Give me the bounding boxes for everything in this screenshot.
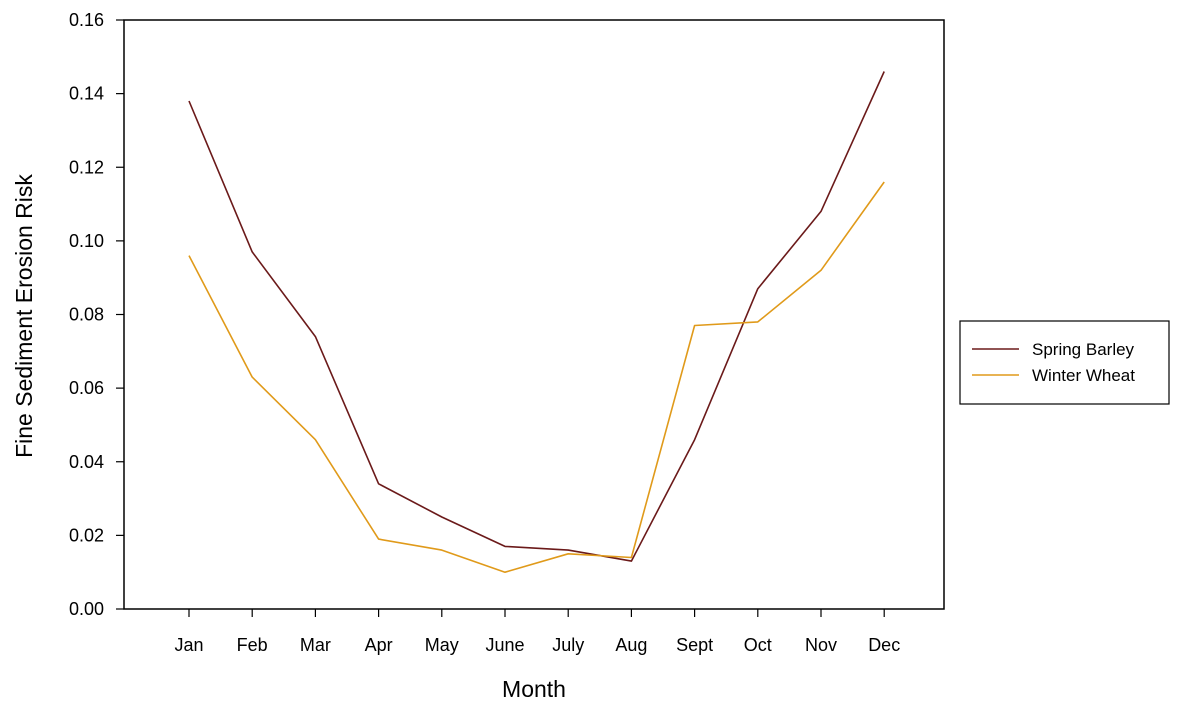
y-tick-label: 0.16 bbox=[69, 10, 104, 30]
series-lines bbox=[188, 71, 885, 574]
y-tick-label: 0.06 bbox=[69, 378, 104, 398]
y-tick-label: 0.10 bbox=[69, 231, 104, 251]
x-tick-label: Jan bbox=[174, 635, 203, 655]
x-axis: Jan Feb Mar Apr May June July Aug Sept Oct Nov Dec bbox=[174, 609, 900, 655]
x-tick-label: July bbox=[552, 635, 584, 655]
plot-frame bbox=[123, 19, 945, 610]
x-axis-title: Month bbox=[502, 676, 566, 702]
y-tick-label: 0.14 bbox=[69, 84, 104, 104]
y-tick-label: 0.00 bbox=[69, 599, 104, 619]
y-axis: 0.00 0.02 0.04 0.06 0.08 0.10 0.12 0.14 0.16 bbox=[69, 10, 124, 619]
x-tick-label: Feb bbox=[237, 635, 268, 655]
x-tick-label: May bbox=[425, 635, 459, 655]
y-tick-label: 0.12 bbox=[69, 157, 104, 177]
legend-box bbox=[959, 320, 1170, 405]
y-tick-label: 0.08 bbox=[69, 305, 104, 325]
series-line-winter-wheat bbox=[188, 181, 885, 574]
y-axis-title: Fine Sediment Erosion Risk bbox=[11, 174, 37, 458]
legend-label-spring-barley: Spring Barley bbox=[1032, 340, 1135, 359]
x-tick-label: Mar bbox=[300, 635, 331, 655]
x-tick-label: Aug bbox=[615, 635, 647, 655]
x-tick-label: June bbox=[485, 635, 524, 655]
series-line-spring-barley bbox=[188, 71, 885, 562]
x-tick-label: Nov bbox=[805, 635, 837, 655]
legend-label-winter-wheat: Winter Wheat bbox=[1032, 366, 1135, 385]
legend: Spring Barley Winter Wheat bbox=[959, 320, 1170, 405]
x-tick-label: Apr bbox=[365, 635, 393, 655]
y-tick-label: 0.02 bbox=[69, 525, 104, 545]
x-tick-label: Dec bbox=[868, 635, 900, 655]
x-tick-label: Sept bbox=[676, 635, 713, 655]
y-tick-label: 0.04 bbox=[69, 452, 104, 472]
x-tick-label: Oct bbox=[744, 635, 772, 655]
